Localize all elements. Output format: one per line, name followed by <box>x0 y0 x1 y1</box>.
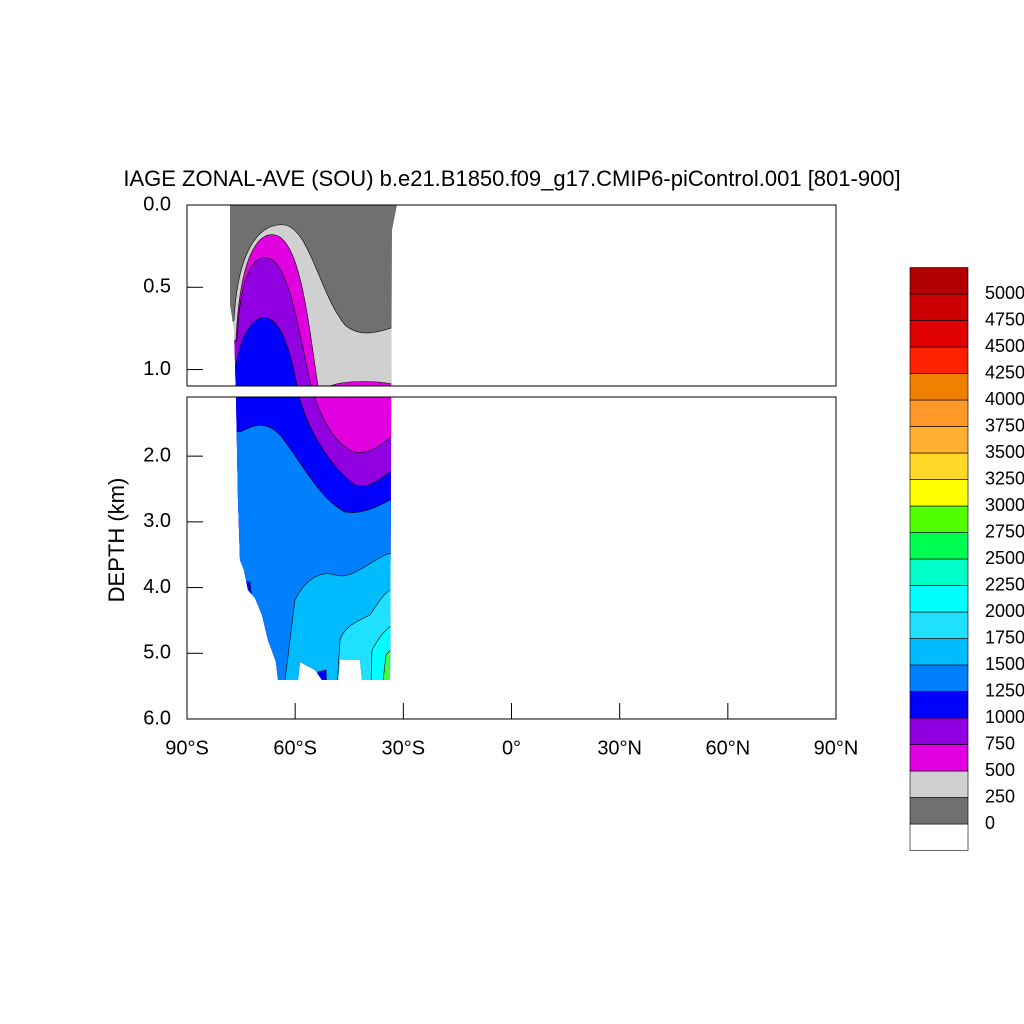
colorbar-box <box>909 717 969 745</box>
x-tick-label: 0° <box>502 737 521 759</box>
colorbar-label: 2750 <box>985 521 1024 541</box>
x-tick-label: 60°N <box>705 737 750 759</box>
colorbar-box <box>909 585 969 613</box>
y-tick-label: 2.0 <box>143 444 171 466</box>
colorbar-box <box>909 611 969 639</box>
x-tick-label: 30°S <box>382 737 426 759</box>
x-tick-label: 90°S <box>165 737 209 759</box>
colorbar-label: 3750 <box>985 415 1024 435</box>
colorbar-box <box>909 399 969 427</box>
y-tick-label: 6.0 <box>143 707 171 729</box>
colorbar-box <box>909 267 969 295</box>
y-tick-label: 3.0 <box>143 510 171 532</box>
colorbar-label: 2500 <box>985 548 1024 568</box>
y-axis-label: DEPTH (km) <box>104 478 129 603</box>
colorbar-label: 2250 <box>985 574 1024 594</box>
colorbar-box <box>909 823 969 851</box>
y-tick-label: 1.0 <box>143 358 171 380</box>
colorbar-label: 4250 <box>985 362 1024 382</box>
x-tick-label: 60°S <box>273 737 317 759</box>
colorbar-label: 3250 <box>985 468 1024 488</box>
colorbar-box <box>909 664 969 692</box>
colorbar-box <box>909 691 969 719</box>
colorbar-label: 1250 <box>985 680 1024 700</box>
colorbar-box <box>909 797 969 825</box>
colorbar-box <box>909 293 969 321</box>
y-tick-label: 0.0 <box>143 193 171 215</box>
colorbar-box <box>909 373 969 401</box>
chart-title: IAGE ZONAL-AVE (SOU) b.e21.B1850.f09_g17… <box>123 166 900 191</box>
y-tick-label: 0.5 <box>143 276 171 298</box>
colorbar-box <box>909 426 969 454</box>
colorbar-label: 1750 <box>985 627 1024 647</box>
colorbar-label: 0 <box>985 813 995 833</box>
colorbar-box <box>909 452 969 480</box>
colorbar-label: 2000 <box>985 601 1024 621</box>
colorbar-label: 250 <box>985 786 1015 806</box>
colorbar-box <box>909 346 969 374</box>
colorbar-label: 1500 <box>985 654 1024 674</box>
colorbar-box <box>909 320 969 348</box>
colorbar-label: 3500 <box>985 442 1024 462</box>
colorbar-label: 5000 <box>985 283 1024 303</box>
y-tick-label: 5.0 <box>143 642 171 664</box>
colorbar-label: 1000 <box>985 707 1024 727</box>
colorbar-box <box>909 744 969 772</box>
colorbar-label: 3000 <box>985 495 1024 515</box>
colorbar-box <box>909 505 969 533</box>
colorbar-box <box>909 479 969 507</box>
colorbar-label: 500 <box>985 760 1015 780</box>
colorbar-label: 750 <box>985 733 1015 753</box>
colorbar-box <box>909 558 969 586</box>
colorbar-label: 4000 <box>985 389 1024 409</box>
colorbar-label: 4500 <box>985 336 1024 356</box>
colorbar-box <box>909 638 969 666</box>
y-tick-label: 4.0 <box>143 576 171 598</box>
x-tick-label: 30°N <box>597 737 642 759</box>
x-tick-label: 90°N <box>814 737 859 759</box>
colorbar-box <box>909 770 969 798</box>
colorbar-box <box>909 532 969 560</box>
panel-frame <box>186 204 837 387</box>
colorbar-label: 4750 <box>985 309 1024 329</box>
